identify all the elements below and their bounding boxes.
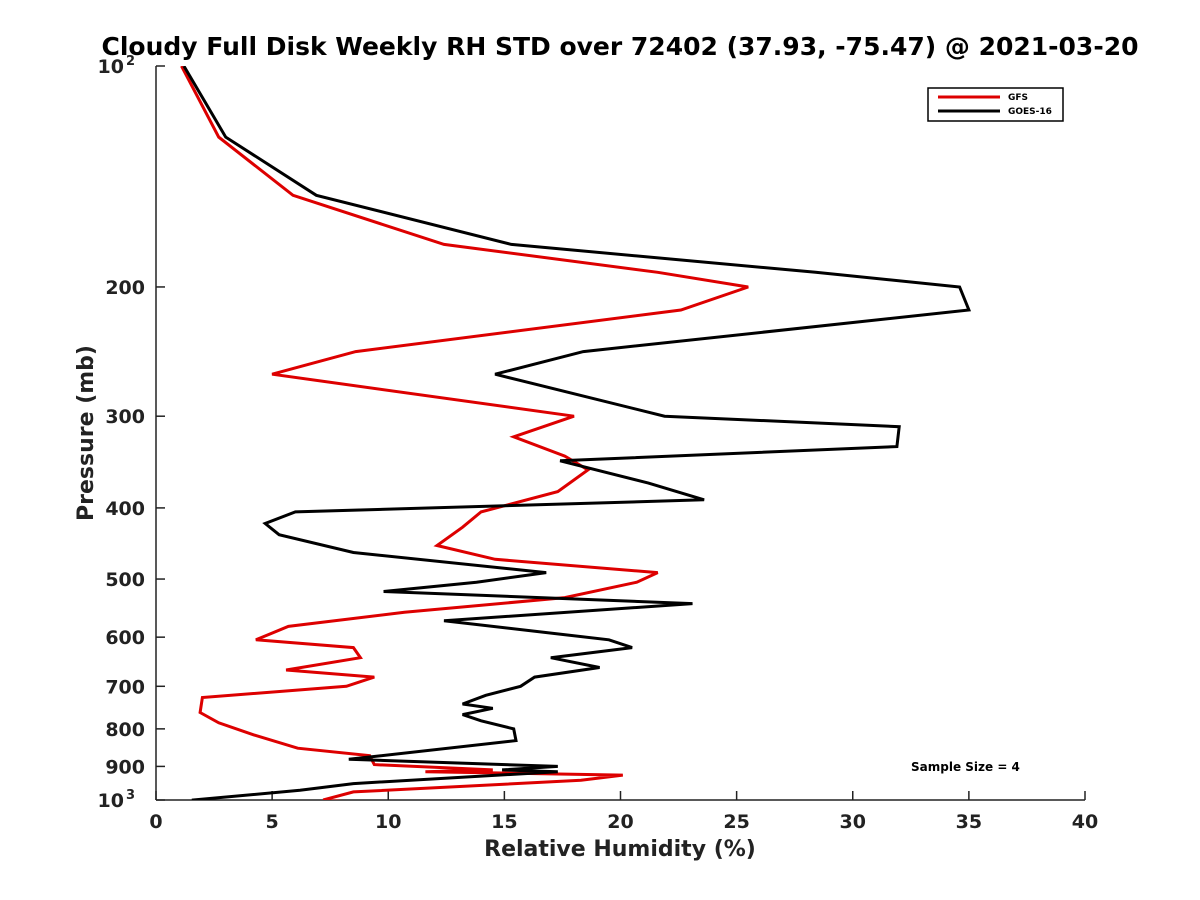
y-tick-label: 800 (105, 719, 145, 741)
sample-size-annotation: Sample Size = 4 (911, 760, 1020, 774)
x-axis-label: Relative Humidity (%) (484, 837, 756, 862)
y-tick-label: 700 (105, 676, 145, 698)
y-tick-label: 600 (105, 627, 145, 649)
series-layer (180, 66, 972, 800)
x-axis-ticks: 0 5 10 15 20 25 30 35 40 (149, 791, 1098, 833)
y-tick-label: 500 (105, 569, 145, 591)
y-tick-label: 300 (105, 406, 145, 428)
series-line-gfs (180, 66, 749, 800)
y-axis-label: Pressure (mb) (74, 345, 99, 521)
x-tick-label: 25 (723, 811, 749, 833)
legend-entry-label: GFS (1008, 93, 1028, 103)
y-tick-label: 200 (105, 277, 145, 299)
legend-box (927, 87, 1064, 122)
x-tick-label: 30 (840, 811, 866, 833)
legend-entry-label: GOES-16 (1008, 107, 1052, 117)
y-tick-exponent: 2 (126, 54, 135, 69)
y-tick-label: 400 (105, 498, 145, 520)
y-tick-exponent: 3 (126, 788, 135, 803)
x-tick-label: 5 (266, 811, 279, 833)
legend: GFS GOES-16 (927, 87, 1064, 122)
x-tick-label: 40 (1072, 811, 1098, 833)
x-tick-label: 15 (491, 811, 517, 833)
series-line-goes-16 (182, 66, 972, 800)
y-tick-label: 10 (98, 790, 124, 812)
x-tick-label: 0 (149, 811, 162, 833)
x-tick-label: 10 (375, 811, 401, 833)
y-tick-label: 900 (105, 756, 145, 778)
x-tick-label: 20 (607, 811, 633, 833)
x-tick-label: 35 (956, 811, 982, 833)
y-tick-label: 10 (98, 56, 124, 78)
chart-title: Cloudy Full Disk Weekly RH STD over 7240… (101, 32, 1138, 61)
